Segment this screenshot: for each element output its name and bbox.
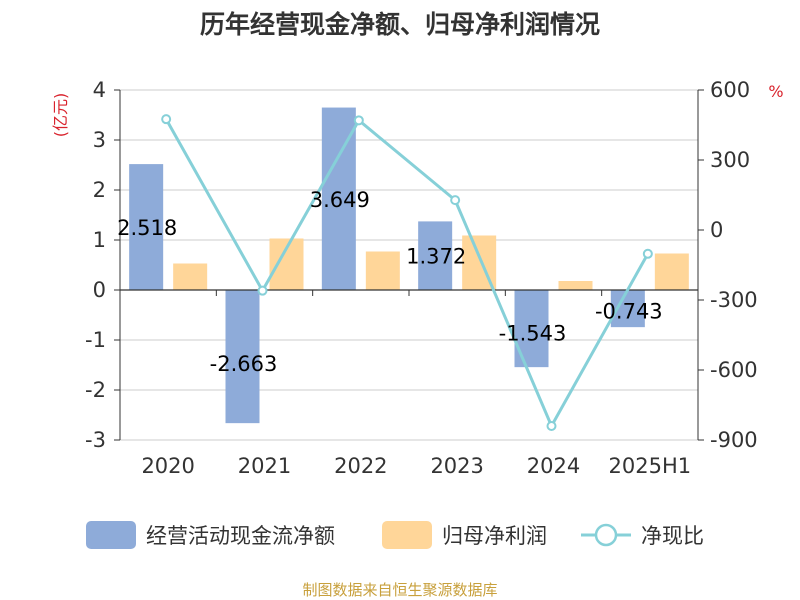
operating-cash-bar xyxy=(418,221,453,290)
operating-cash-data-label: 3.649 xyxy=(310,188,370,212)
net-profit-bar xyxy=(558,281,593,290)
axes: -3 -2 -1 0 1 2 3 4 -900 -600 -300 0 300 600 2020 2021 20… xyxy=(85,78,758,478)
ratio-point xyxy=(450,195,461,206)
x-axis-tick-label: 2023 xyxy=(430,454,483,478)
chart-title: 历年经营现金净额、归母净利润情况 xyxy=(200,10,600,39)
right-axis-tick-label: 600 xyxy=(710,78,750,102)
x-axis-tick-label: 2025H1 xyxy=(609,454,692,478)
operating-cash-bar xyxy=(129,164,164,290)
source-note: 制图数据来自恒生聚源数据库 xyxy=(302,581,497,599)
left-axis-tick-label: -2 xyxy=(85,378,106,402)
legend-label: 净现比 xyxy=(641,524,704,548)
left-axis-tick-label: -1 xyxy=(85,328,106,352)
left-axis-tick-label: 4 xyxy=(93,78,106,102)
legend-label: 经营活动现金流净额 xyxy=(146,524,335,548)
ratio-point xyxy=(353,115,364,126)
legend-swatch-ratio-marker xyxy=(594,523,618,547)
x-axis-tick-label: 2024 xyxy=(527,454,580,478)
left-axis-tick-label: 0 xyxy=(93,278,106,302)
legend-swatch-operating-cash xyxy=(86,521,136,549)
legend-swatch-net-profit xyxy=(382,521,432,549)
operating-cash-data-label: -0.743 xyxy=(595,299,663,323)
operating-cash-data-label: -2.663 xyxy=(210,352,278,376)
right-axis-tick-label: -600 xyxy=(710,358,758,382)
operating-cash-data-label: 2.518 xyxy=(117,216,177,240)
right-axis-tick-label: -900 xyxy=(710,428,758,452)
x-axis-tick-label: 2021 xyxy=(238,454,291,478)
ratio-line xyxy=(164,118,650,430)
data-label-layer: 2.518 -2.663 3.649 1.372 -1.543 -0.743 xyxy=(117,188,663,376)
operating-cash-data-label: -1.543 xyxy=(499,321,567,345)
ratio-point xyxy=(642,248,653,259)
x-axis-tick-label: 2020 xyxy=(141,454,194,478)
net-profit-bar xyxy=(654,253,689,290)
ratio-point xyxy=(161,114,172,125)
right-axis-unit: % xyxy=(768,82,783,101)
legend: 经营活动现金流净额 归母净利润 净现比 xyxy=(86,521,704,549)
left-axis-tick-label: 3 xyxy=(93,128,106,152)
net-profit-bar xyxy=(173,263,208,290)
x-axis-tick-label: 2022 xyxy=(334,454,387,478)
ratio-point xyxy=(546,421,557,431)
line-layer xyxy=(161,114,653,431)
left-axis-tick-label: 1 xyxy=(93,228,106,252)
ratio-point xyxy=(257,285,268,296)
operating-cash-bar xyxy=(225,290,260,424)
left-axis-unit: (亿元) xyxy=(51,93,70,138)
left-axis-tick-label: -3 xyxy=(85,428,106,452)
right-axis-tick-label: 300 xyxy=(710,148,750,172)
operating-cash-data-label: 1.372 xyxy=(406,245,466,269)
net-profit-bar xyxy=(365,251,400,290)
left-axis-tick-label: 2 xyxy=(93,178,106,202)
legend-label: 归母净利润 xyxy=(442,524,547,548)
right-axis-tick-label: 0 xyxy=(710,218,723,242)
right-axis-tick-label: -300 xyxy=(710,288,758,312)
